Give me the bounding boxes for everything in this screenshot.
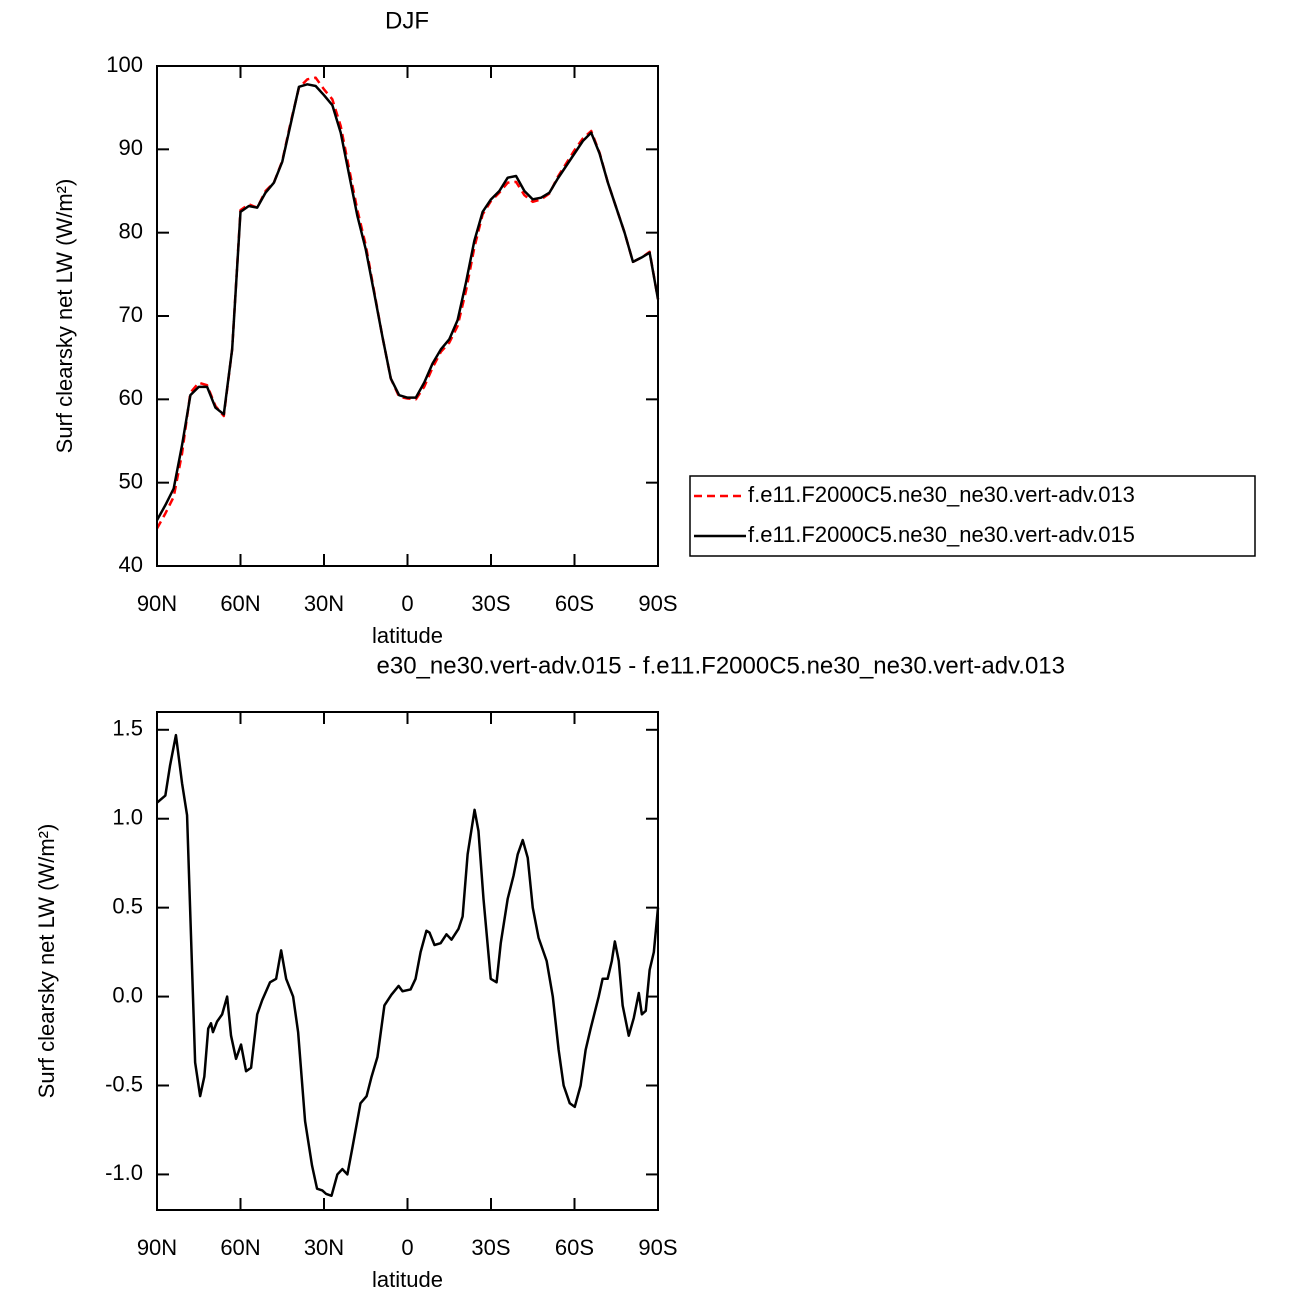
y-tick-label: 100 [106, 52, 143, 77]
legend-box [689, 475, 1256, 557]
x-tick-label: 60N [220, 591, 260, 616]
legend-label: f.e11.F2000C5.ne30_ne30.vert-adv.013 [748, 482, 1135, 507]
x-tick-label: 90N [137, 1235, 177, 1260]
data-line [155, 76, 660, 530]
x-tick-label: 60S [555, 591, 594, 616]
x-tick-label: 90N [137, 591, 177, 616]
x-tick-label: 60S [555, 1235, 594, 1260]
y-tick-label: 0.5 [112, 893, 143, 918]
y-tick-label: 90 [119, 135, 143, 160]
chart-title: e30_ne30.vert-adv.015 - f.e11.F2000C5.ne… [377, 652, 1066, 679]
chart-title: DJF [385, 7, 429, 34]
x-tick-label: 90S [638, 1235, 677, 1260]
data-line [155, 83, 660, 521]
y-tick-label: 1.5 [112, 716, 143, 741]
x-tick-label: 30S [471, 1235, 510, 1260]
x-axis-label: latitude [372, 1267, 443, 1292]
x-tick-label: 30S [471, 591, 510, 616]
y-tick-label: 80 [119, 218, 143, 243]
y-tick-label: -0.5 [105, 1071, 143, 1096]
y-tick-label: 0.0 [112, 982, 143, 1007]
x-tick-label: 90S [638, 591, 677, 616]
y-tick-label: -1.0 [105, 1160, 143, 1185]
legend-label: f.e11.F2000C5.ne30_ne30.vert-adv.015 [748, 522, 1135, 547]
y-tick-label: 1.0 [112, 805, 143, 830]
y-tick-label: 60 [119, 385, 143, 410]
y-tick-label: 70 [119, 302, 143, 327]
plot-frame [156, 711, 659, 1211]
x-tick-label: 0 [401, 591, 413, 616]
plot-frame [156, 65, 659, 567]
y-axis-label: Surf clearsky net LW (W/m²) [52, 179, 77, 454]
x-axis-label: latitude [372, 623, 443, 648]
x-tick-label: 60N [220, 1235, 260, 1260]
y-tick-label: 40 [119, 552, 143, 577]
x-tick-label: 30N [304, 591, 344, 616]
x-tick-label: 0 [401, 1235, 413, 1260]
y-axis-label: Surf clearsky net LW (W/m²) [34, 824, 59, 1099]
x-tick-label: 30N [304, 1235, 344, 1260]
y-tick-label: 50 [119, 468, 143, 493]
data-line [156, 733, 660, 1198]
